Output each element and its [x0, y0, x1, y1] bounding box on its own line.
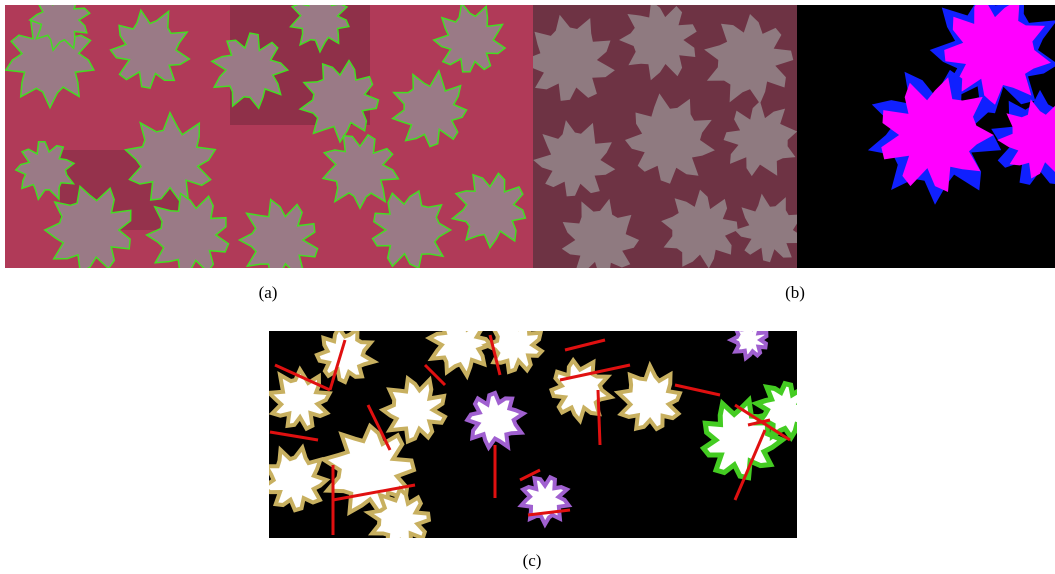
crown: [533, 120, 616, 197]
crown: [123, 110, 217, 202]
panel-b-mask: [797, 5, 1055, 268]
axis-line: [564, 338, 606, 352]
crown: [613, 360, 683, 432]
crown: [109, 8, 191, 89]
crown: [548, 356, 616, 425]
crown: [661, 189, 738, 268]
axis-line: [274, 363, 331, 392]
mask-crown: [881, 77, 994, 192]
crown: [625, 93, 715, 184]
axis-line: [559, 363, 631, 382]
axis-line: [328, 339, 347, 391]
crown: [561, 198, 640, 268]
axis-line: [747, 418, 771, 427]
axis-line: [674, 383, 721, 397]
crown: [432, 5, 507, 73]
crown: [704, 14, 794, 104]
crown: [289, 5, 350, 54]
mask-crown: [944, 5, 1051, 105]
mask-crown: [997, 99, 1055, 179]
crown: [481, 331, 545, 375]
panel-a-image: [5, 5, 533, 268]
crown: [210, 32, 290, 110]
axis-line: [488, 334, 502, 376]
crown: [14, 140, 76, 201]
axis-line: [519, 468, 541, 482]
axis-line: [366, 404, 392, 451]
crown: [371, 189, 453, 268]
caption: (b): [785, 283, 805, 302]
crown: [237, 198, 319, 268]
crown: [43, 184, 132, 268]
axis-line: [332, 483, 416, 502]
crown: [321, 133, 400, 210]
crown: [28, 5, 91, 52]
caption: (c): [523, 551, 542, 570]
crown: [363, 485, 432, 538]
crown: [269, 443, 331, 513]
panel-b-image: [533, 5, 797, 268]
crown: [314, 331, 380, 385]
crown: [145, 192, 230, 268]
crown: [378, 374, 448, 445]
axis-line: [269, 430, 319, 442]
crown: [723, 101, 797, 177]
crown: [425, 331, 495, 381]
crown: [464, 390, 528, 452]
axis-line: [596, 389, 602, 446]
crown: [734, 193, 797, 263]
crown: [298, 59, 380, 144]
crown: [450, 172, 527, 250]
crown: [619, 5, 697, 81]
axis-line: [423, 363, 447, 387]
crown: [726, 331, 769, 362]
axis-line: [733, 429, 767, 501]
panel-c-image: [269, 331, 797, 538]
crown: [750, 380, 797, 442]
caption: (a): [259, 283, 278, 302]
crown: [391, 69, 468, 148]
crown: [533, 14, 615, 101]
axis-line: [527, 508, 571, 517]
